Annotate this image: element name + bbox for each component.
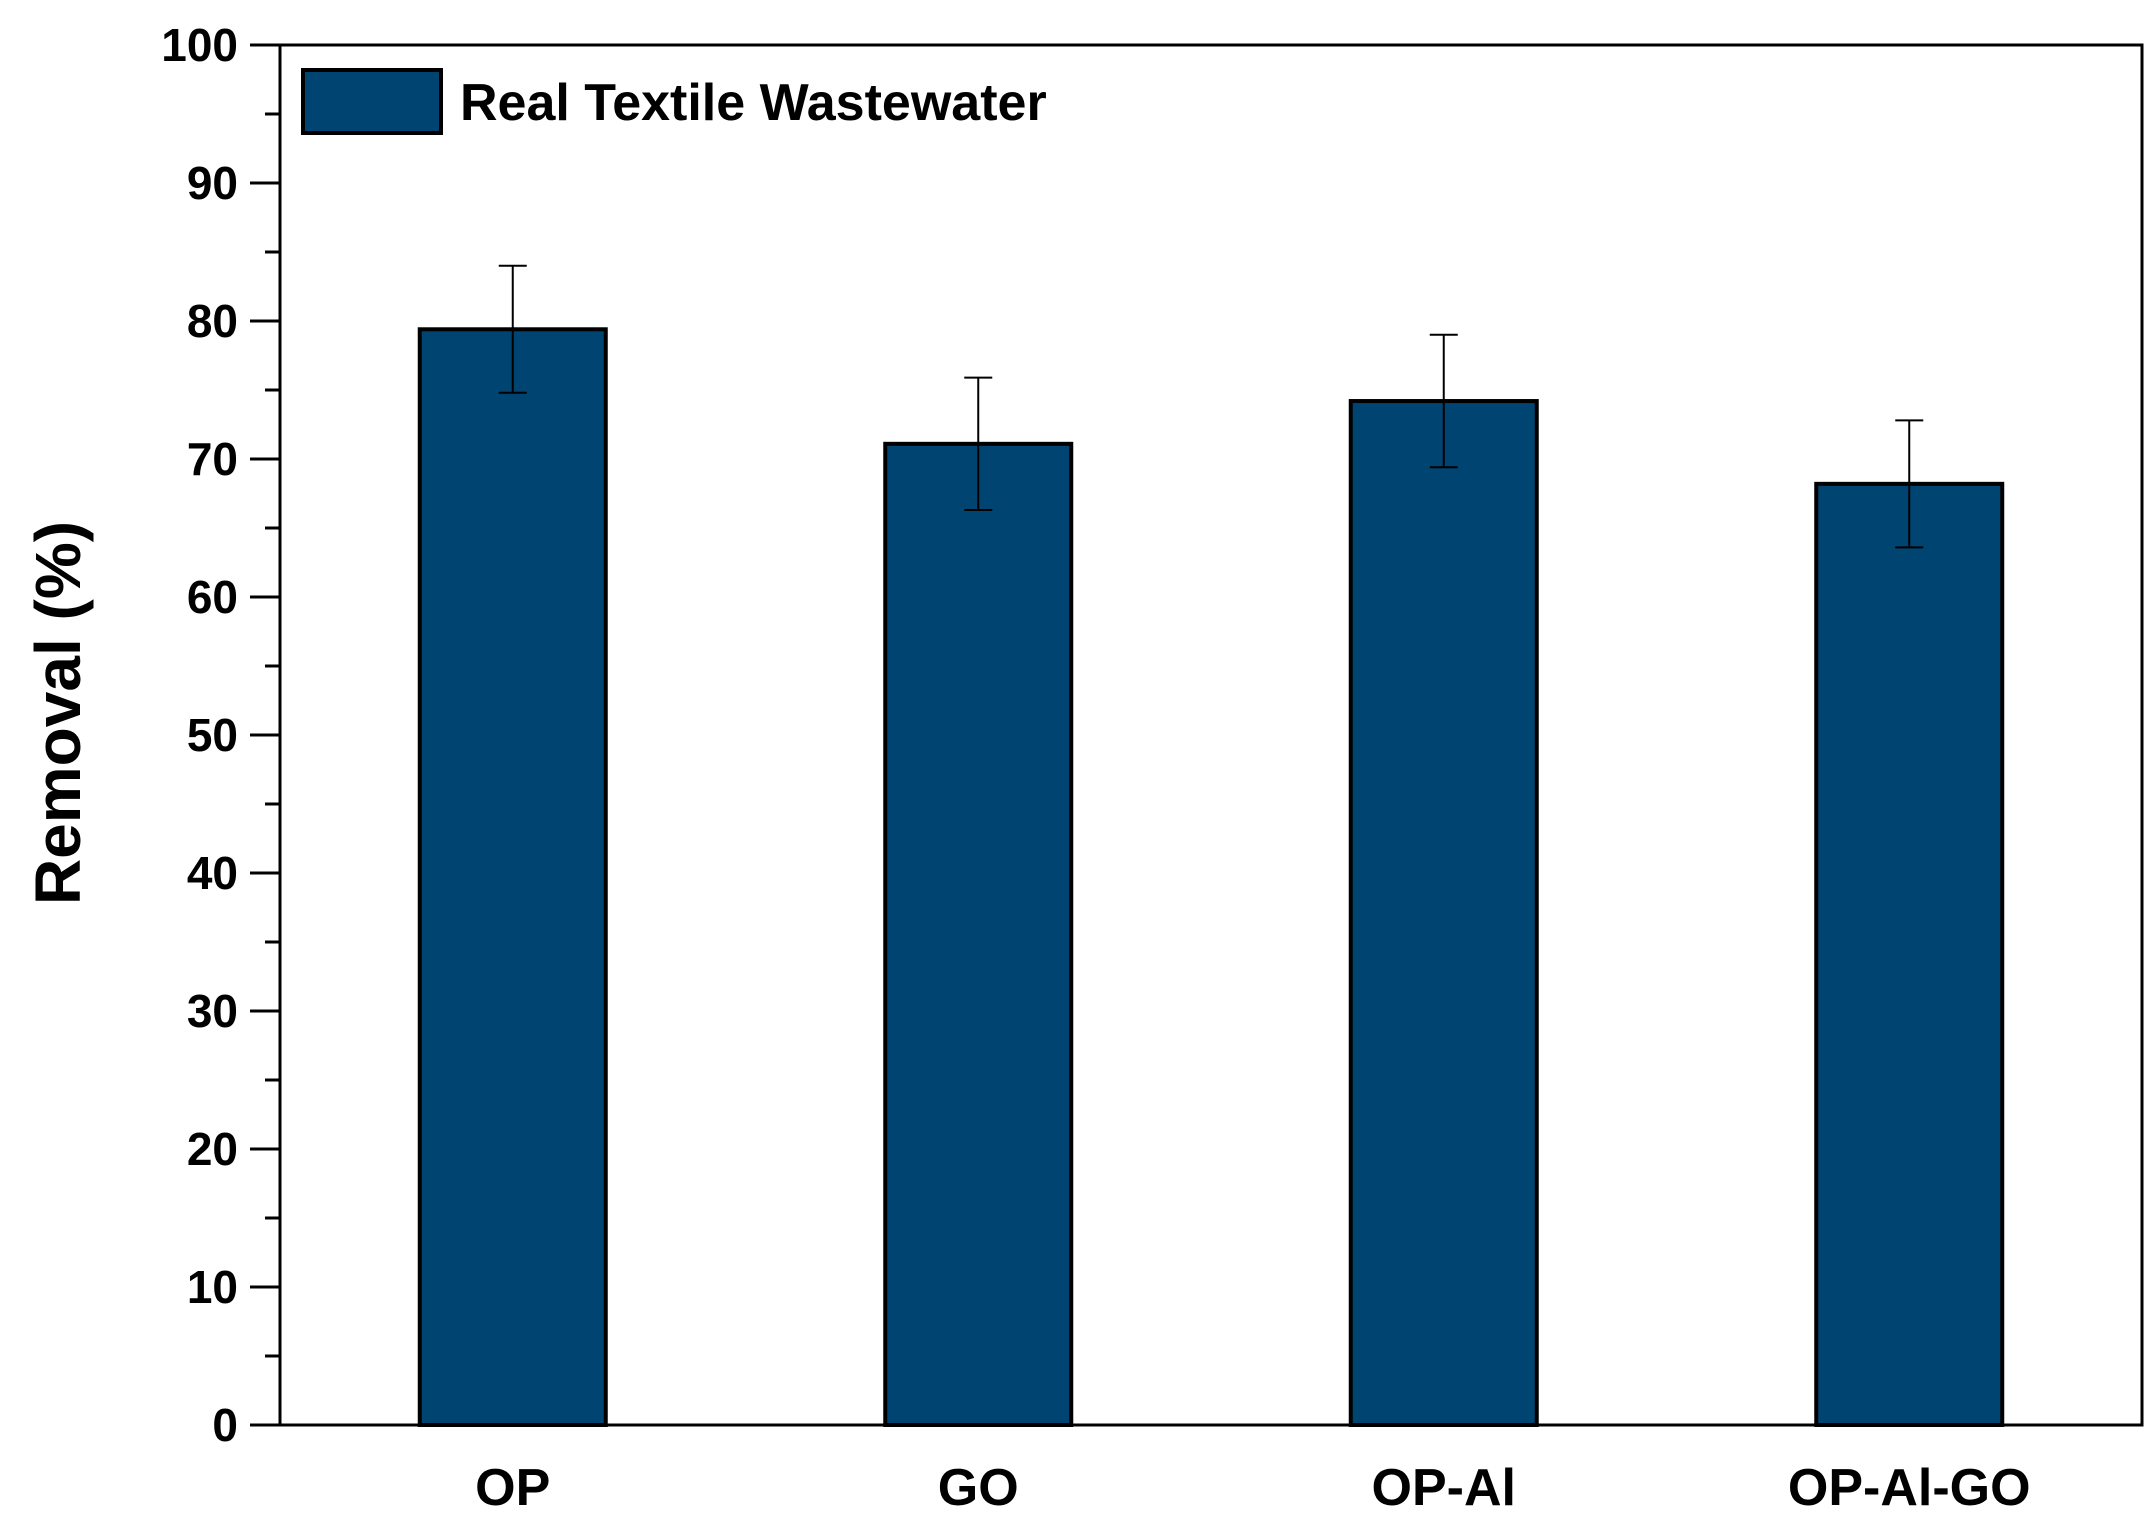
x-tick-label: OP-Al-GO — [1788, 1459, 2031, 1517]
y-tick-label: 10 — [187, 1261, 238, 1313]
y-tick-label: 100 — [161, 19, 238, 71]
y-tick-label: 70 — [187, 433, 238, 485]
bar-op-al — [1348, 399, 1539, 1428]
bars-layer — [417, 327, 2005, 1428]
error-bars-layer — [498, 264, 1924, 549]
y-tick-label: 40 — [187, 847, 238, 899]
y-tick-label: 60 — [187, 571, 238, 623]
x-tick-label: OP — [475, 1459, 550, 1517]
bar-go — [883, 441, 1074, 1427]
legend-swatch — [301, 68, 443, 135]
legend: Real Textile Wastewater — [301, 68, 1047, 135]
y-axis: 0 10 20 30 40 50 60 70 80 90 100 — [161, 19, 280, 1451]
y-tick-label: 20 — [187, 1123, 238, 1175]
x-tick-label: OP-Al — [1372, 1459, 1516, 1517]
bar-op-al-go — [1814, 481, 2005, 1427]
bar-op — [417, 327, 608, 1427]
x-tick-label: GO — [938, 1459, 1019, 1517]
y-tick-label: 50 — [187, 709, 238, 761]
y-tick-label: 0 — [212, 1399, 238, 1451]
x-axis: OP GO OP-Al OP-Al-GO — [475, 1459, 2030, 1517]
y-tick-label: 80 — [187, 295, 238, 347]
y-tick-label: 30 — [187, 985, 238, 1037]
legend-label: Real Textile Wastewater — [460, 74, 1047, 132]
y-axis-label: Removal (%) — [22, 521, 94, 905]
y-tick-label: 90 — [187, 157, 238, 209]
